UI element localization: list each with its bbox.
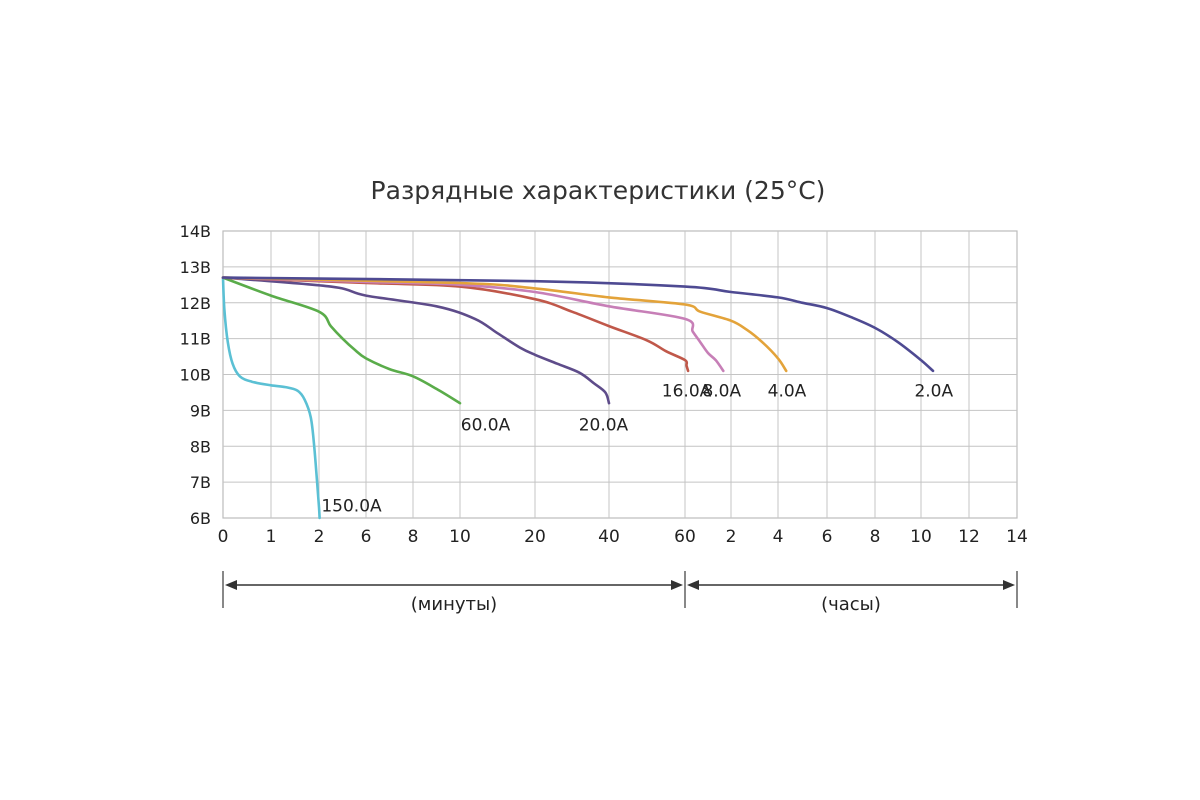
series-line-8.0A <box>221 276 725 373</box>
y-tick-label: 7В <box>190 473 211 492</box>
x-tick-label: 20 <box>524 527 546 547</box>
series-line-20.0A <box>221 276 611 405</box>
series-label: 150.0A <box>321 496 382 516</box>
series-label: 4.0A <box>768 382 807 402</box>
y-tick-label: 8В <box>190 437 211 456</box>
series-line-16.0A <box>221 276 690 373</box>
x-tick-label: 40 <box>598 527 620 547</box>
series-labels: 150.0A 60.0A 20.0A 16.0A8.0A 4.0A 2.0A <box>321 382 953 517</box>
x-range-indicators: (минуты) (часы) <box>222 571 1018 615</box>
series-line-2.0A <box>221 276 935 373</box>
arrow-right-icon <box>671 580 683 590</box>
x-tick-label: 8 <box>870 527 881 547</box>
y-tick-label: 6В <box>190 509 211 528</box>
x-tick-label: 0 <box>218 527 229 547</box>
y-tick-label: 14В <box>180 222 211 241</box>
range-label: (минуты) <box>411 594 497 615</box>
x-tick-label: 6 <box>361 527 372 547</box>
range-label: (часы) <box>821 594 881 615</box>
x-tick-label: 10 <box>449 527 471 547</box>
x-tick-label: 6 <box>822 527 833 547</box>
chart-title: Разрядные характеристики (25°C) <box>371 176 826 205</box>
series-line-150.0A <box>221 276 321 520</box>
y-axis: 14В 13В 12В 11В 10В 9В 8В 7В 6В <box>180 222 211 528</box>
series-group <box>221 276 935 520</box>
y-tick-label: 11В <box>180 330 211 349</box>
y-tick-label: 12В <box>180 294 211 313</box>
x-tick-label: 60 <box>674 527 696 547</box>
x-tick-label: 4 <box>773 527 784 547</box>
x-tick-label: 10 <box>910 527 932 547</box>
series-line-4.0A <box>221 276 788 373</box>
x-tick-label: 14 <box>1006 527 1028 547</box>
grid <box>222 230 1018 519</box>
series-label: 60.0A <box>461 416 511 436</box>
arrow-right-icon <box>1003 580 1015 590</box>
x-axis: 0 1 2 6 8 10 20 40 60 2 4 6 8 10 12 14 <box>218 527 1028 547</box>
y-tick-label: 10В <box>180 366 211 385</box>
series-label: 20.0A <box>579 416 629 436</box>
x-tick-label: 2 <box>726 527 737 547</box>
arrow-left-icon <box>225 580 237 590</box>
series-label: 2.0A <box>914 382 953 402</box>
y-tick-label: 9В <box>190 401 211 420</box>
series-label: 8.0A <box>702 382 741 402</box>
x-tick-label: 8 <box>408 527 419 547</box>
series-label: 16.0A <box>662 382 712 402</box>
x-tick-label: 1 <box>266 527 277 547</box>
series-line-60.0A <box>221 276 462 405</box>
arrow-left-icon <box>687 580 699 590</box>
x-tick-label: 2 <box>314 527 325 547</box>
y-tick-label: 13В <box>180 258 211 277</box>
x-tick-label: 12 <box>958 527 980 547</box>
